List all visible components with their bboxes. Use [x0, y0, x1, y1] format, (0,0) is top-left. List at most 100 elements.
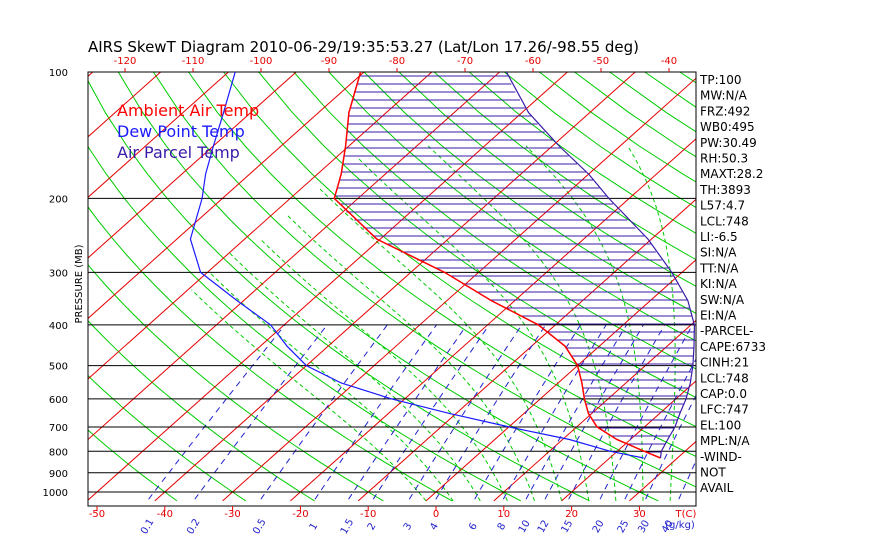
- isotherm: [493, 319, 696, 502]
- dry-adiabat: [258, 72, 696, 399]
- isotherm: [0, 72, 25, 501]
- bottom-temp-tick-label: -50: [89, 509, 105, 520]
- x-axis-label: T(C): [675, 509, 697, 520]
- adiabat-lines: [88, 72, 696, 502]
- top-temp-tick-label: -80: [389, 56, 405, 67]
- mixing-ratio-label: 30: [636, 518, 652, 535]
- sounding-index: EI:N/A: [700, 309, 737, 323]
- pressure-tick-label: 300: [49, 268, 68, 279]
- mixing-ratio-label: 10: [517, 519, 533, 536]
- isotherm-lines: [0, 72, 870, 502]
- pressure-tick-label: 200: [49, 194, 68, 205]
- bottom-temp-tick-label: 0: [433, 509, 439, 520]
- mixing-ratio-label: 3: [402, 521, 415, 532]
- sounding-index: MAXT:28.2: [700, 167, 763, 181]
- pressure-tick-label: 600: [49, 395, 68, 406]
- dry-adiabat: [433, 72, 696, 261]
- profile-series: [189, 72, 696, 459]
- sounding-index: FRZ:492: [700, 104, 750, 118]
- dry-adiabat: [88, 429, 178, 502]
- sounding-index: WB0:495: [700, 120, 755, 134]
- mixing-ratio-line: [502, 324, 607, 500]
- mixing-ratio-line: [194, 324, 328, 500]
- sounding-index: LFC:747: [700, 403, 749, 417]
- isotherm: [154, 72, 636, 502]
- top-temp-tick-label: -110: [182, 56, 205, 67]
- mixing-ratio-label: 8: [496, 521, 509, 532]
- mixing-ratio-unit: (g/kg): [665, 520, 695, 531]
- bottom-temp-tick-label: 20: [565, 509, 578, 520]
- dry-adiabat: [328, 72, 696, 342]
- dry-adiabat: [398, 72, 696, 287]
- dry-adiabat: [88, 79, 590, 502]
- mixing-ratio-line: [372, 324, 490, 500]
- mixing-ratio-line: [314, 324, 437, 500]
- isotherm: [88, 72, 365, 320]
- sounding-index: LCL:748: [700, 371, 749, 385]
- dry-adiabat: [88, 374, 247, 502]
- top-temp-tick-label: -90: [321, 56, 337, 67]
- dry-adiabat: [88, 145, 522, 502]
- dry-adiabat: [188, 72, 696, 457]
- mixing-ratio-label: 25: [616, 519, 632, 536]
- pressure-tick-label: 700: [49, 423, 68, 434]
- sounding-index: EL:100: [700, 418, 741, 432]
- sounding-index: TT:N/A: [699, 261, 739, 275]
- pressure-tick-label: 400: [49, 321, 68, 332]
- moist-adiabat: [229, 252, 481, 502]
- top-temp-tick-label: -40: [661, 56, 677, 67]
- legend: Ambient Air Temp Dew Point Temp Air Parcel…: [117, 101, 259, 162]
- sounding-index: TP:100: [699, 73, 742, 87]
- mixing-ratio-line: [348, 324, 468, 500]
- moist-adiabat: [427, 145, 617, 501]
- mixing-ratio-line: [435, 324, 547, 500]
- sounding-index: NOT: [700, 466, 726, 480]
- mixing-ratio-lines: [148, 324, 696, 500]
- cape-hatch: [334, 75, 695, 453]
- legend-entry: Air Parcel Temp: [117, 143, 240, 162]
- pressure-tick-label: 900: [49, 469, 68, 480]
- mixing-ratio-label: 1.5: [339, 517, 356, 536]
- dry-adiabat: [117, 72, 659, 502]
- mixing-ratio-label: 0.5: [251, 517, 268, 536]
- sounding-index: L57:4.7: [700, 199, 745, 213]
- dry-adiabat: [223, 72, 696, 428]
- mixing-ratio-label: 12: [536, 518, 552, 535]
- isotherm: [765, 72, 870, 501]
- isotherm: [88, 72, 433, 380]
- pressure-tick-label: 800: [49, 447, 68, 458]
- isotherm: [222, 77, 696, 502]
- mixing-ratio-label: 4: [428, 521, 441, 532]
- pressure-tick-label: 500: [49, 362, 68, 373]
- sounding-index: CAPE:6733: [700, 340, 766, 354]
- sounding-index: -WIND-: [700, 450, 742, 464]
- mixing-ratio-label: 2: [366, 521, 379, 532]
- bottom-temp-tick-label: -40: [157, 509, 173, 520]
- mixing-ratio-line: [568, 324, 666, 500]
- bottom-temp-tick-label: -30: [224, 509, 240, 520]
- mixing-ratio-label: 0.1: [139, 517, 156, 536]
- mixing-ratio-line: [260, 324, 388, 500]
- mixing-ratio-line: [624, 358, 696, 500]
- sounding-index: RH:50.3: [700, 152, 748, 166]
- legend-entry: Dew Point Temp: [117, 122, 245, 141]
- legend-entry: Ambient Air Temp: [117, 101, 259, 120]
- y-axis-label: PRESSURE (MB): [74, 244, 85, 323]
- dry-adiabat: [88, 319, 315, 502]
- isobar-lines: [87, 71, 697, 507]
- bottom-temp-tick-label: 30: [633, 509, 646, 520]
- dry-adiabat: [363, 72, 696, 314]
- mixing-ratio-label: 6: [467, 521, 480, 532]
- mixing-ratio-line: [408, 324, 523, 500]
- mixing-ratio-line: [525, 324, 627, 500]
- sounding-index: CAP:0.0: [700, 387, 747, 401]
- sounding-index: TH:3893: [699, 183, 751, 197]
- series-dew-point-temp: [189, 72, 644, 459]
- sounding-index: -PARCEL-: [700, 324, 754, 338]
- isotherm: [425, 259, 696, 502]
- mixing-ratio-label: 1: [308, 521, 321, 532]
- mixing-ratio-label: 20: [591, 518, 607, 535]
- mixing-ratio-line: [544, 324, 644, 500]
